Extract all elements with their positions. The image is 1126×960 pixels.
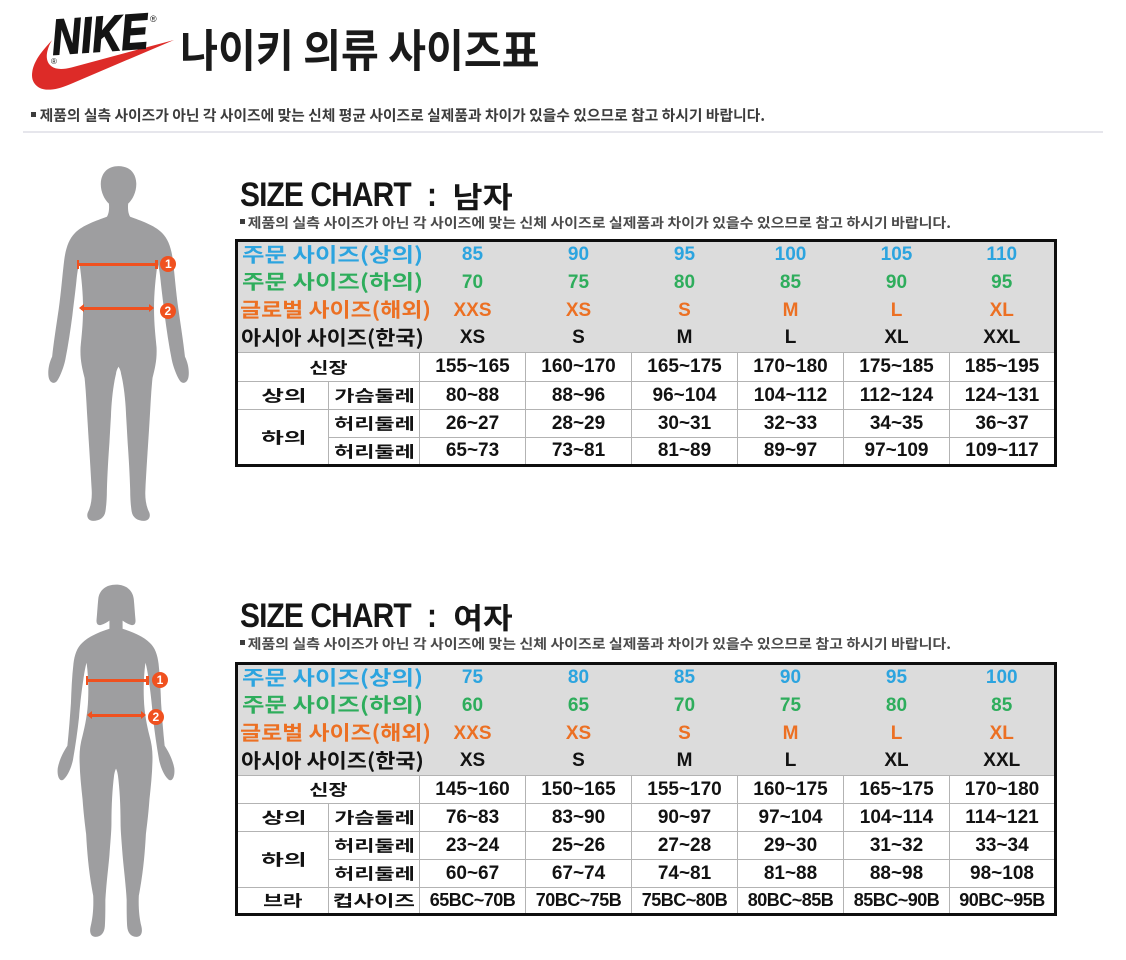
svg-text:NIKE: NIKE	[50, 8, 151, 66]
svg-text:®: ®	[51, 57, 57, 66]
svg-text:®: ®	[150, 14, 157, 24]
